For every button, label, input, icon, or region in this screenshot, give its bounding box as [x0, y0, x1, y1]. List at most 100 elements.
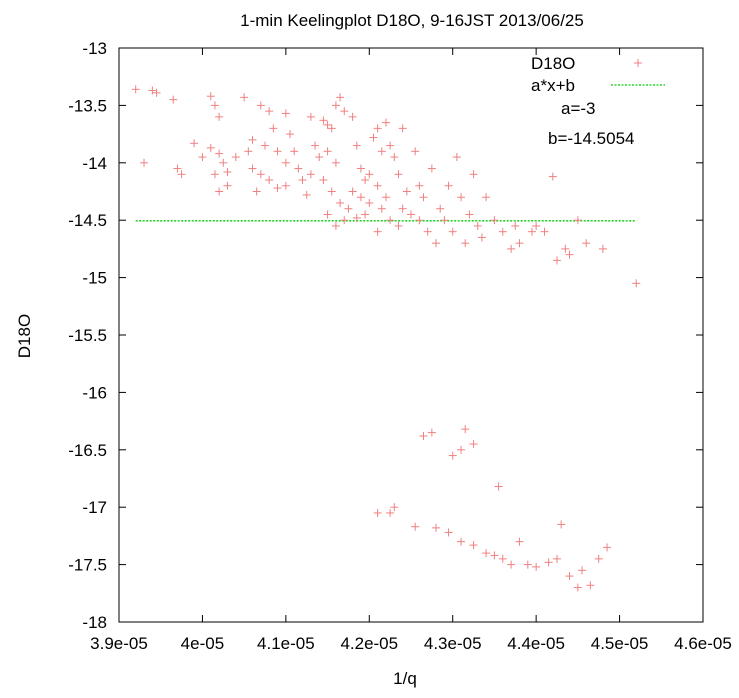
data-point: [269, 124, 278, 133]
data-point: [461, 425, 470, 434]
data-point: [482, 193, 491, 202]
data-point: [348, 187, 357, 196]
y-tick-label: -17: [82, 498, 107, 517]
data-point: [223, 167, 232, 176]
data-point: [407, 210, 415, 219]
data-point: [152, 88, 161, 97]
data-point: [256, 170, 265, 179]
data-point: [444, 181, 453, 190]
data-point: [452, 153, 461, 162]
data-point: [206, 143, 215, 152]
data-point: [231, 153, 240, 162]
data-point: [523, 560, 532, 569]
data-point: [261, 141, 269, 150]
data-point: [210, 170, 219, 179]
data-point: [402, 187, 411, 196]
data-point: [490, 551, 499, 560]
data-point: [365, 198, 374, 207]
y-tick-label: -14.5: [68, 211, 107, 230]
x-tick-label: 4.4e-05: [507, 634, 565, 653]
data-point: [390, 503, 399, 512]
data-point: [457, 537, 466, 546]
data-point: [390, 153, 399, 162]
annotation-slope: a=-3: [561, 99, 596, 118]
y-tick-label: -13.5: [68, 96, 107, 115]
data-point: [415, 216, 424, 225]
data-point: [131, 85, 140, 94]
data-point: [469, 170, 478, 179]
data-point: [594, 554, 603, 563]
data-point: [352, 213, 361, 222]
data-point: [223, 181, 232, 190]
x-tick-label: 4.1e-05: [257, 634, 315, 653]
data-point: [344, 204, 353, 213]
data-point: [294, 164, 303, 173]
data-point: [527, 227, 536, 236]
data-point: [440, 216, 449, 225]
data-point: [210, 101, 219, 110]
data-point: [265, 107, 274, 116]
data-point: [373, 124, 382, 133]
data-point: [411, 522, 420, 531]
data-point: [427, 428, 436, 437]
data-point: [498, 227, 507, 236]
data-point: [386, 508, 395, 517]
data-point: [356, 164, 365, 173]
data-point: [394, 221, 403, 230]
data-point: [532, 562, 541, 571]
data-point: [327, 187, 336, 196]
data-point: [148, 86, 157, 95]
data-point: [215, 112, 224, 121]
data-point: [240, 93, 249, 102]
data-point: [419, 193, 428, 202]
data-point: [373, 181, 382, 190]
data-point: [323, 147, 332, 156]
data-point: [319, 116, 328, 125]
data-point: [457, 445, 466, 454]
data-point: [469, 541, 478, 550]
data-point: [515, 239, 524, 248]
data-point: [315, 153, 324, 162]
data-point: [281, 158, 290, 167]
data-point: [173, 164, 182, 173]
data-point: [457, 193, 466, 202]
data-point: [206, 92, 215, 101]
data-point: [507, 244, 516, 253]
data-point: [561, 244, 570, 253]
x-tick-label: 4.6e-05: [674, 634, 732, 653]
data-point: [415, 181, 424, 190]
data-point: [336, 93, 345, 102]
scatter-points: [131, 85, 641, 592]
data-point: [190, 139, 199, 148]
data-point: [465, 210, 474, 219]
data-point: [557, 520, 566, 529]
data-point: [386, 216, 395, 225]
x-tick-label: 3.9e-05: [90, 634, 148, 653]
data-point: [306, 112, 315, 121]
data-point: [573, 583, 582, 592]
x-tick-label: 4.3e-05: [424, 634, 482, 653]
data-point: [461, 239, 470, 248]
data-point: [540, 227, 549, 236]
data-point: [336, 198, 345, 207]
y-tick-label: -14: [82, 154, 107, 173]
data-point: [348, 112, 357, 121]
data-point: [356, 193, 365, 202]
data-point: [215, 187, 224, 196]
data-point: [507, 560, 516, 569]
y-tick-label: -15.5: [68, 326, 107, 345]
x-axis-label: 1/q: [393, 669, 417, 688]
data-point: [548, 172, 557, 181]
x-axis: 3.9e-05 4e-05 4.1e-05 4.2e-05 4.3e-05 4.4e-05…: [90, 48, 732, 653]
data-point: [244, 147, 253, 156]
data-point: [532, 221, 541, 230]
y-tick-label: -17.5: [68, 556, 107, 575]
y-tick-label: -18: [82, 613, 107, 632]
legend-label-fit: a*x+b: [531, 76, 575, 95]
y-axis-label: D18O: [15, 314, 34, 358]
data-point: [381, 118, 390, 127]
data-point: [302, 190, 311, 199]
chart-title: 1-min Keelingplot D18O, 9-16JST 2013/06/…: [240, 11, 584, 30]
data-point: [290, 147, 299, 156]
